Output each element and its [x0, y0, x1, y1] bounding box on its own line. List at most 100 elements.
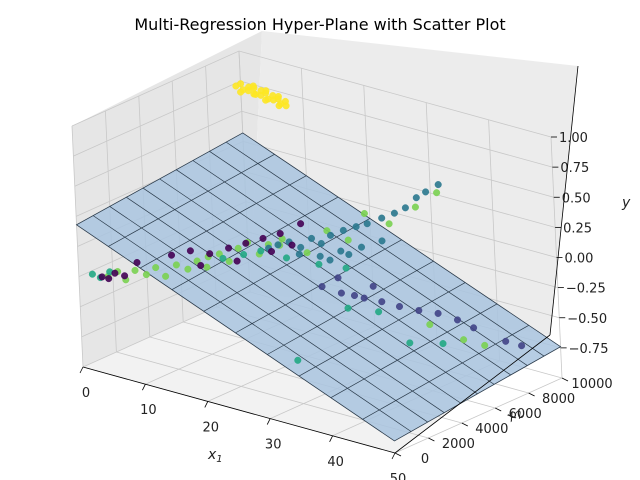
scatter-point [274, 92, 282, 100]
scatter-point [344, 236, 352, 244]
y-tick-label: −0.25 [566, 282, 606, 297]
scatter-point [288, 241, 296, 249]
scatter-point [454, 316, 462, 324]
scatter-point [518, 342, 526, 350]
x1-tick-mark [266, 418, 271, 425]
scatter-point [375, 308, 383, 316]
x1-tick-mark [391, 452, 396, 460]
scatter-point [237, 88, 245, 96]
scatter-point [282, 102, 290, 110]
scatter-point [142, 271, 150, 279]
scatter-point [186, 247, 194, 255]
plane-mesh-line [192, 160, 511, 376]
x2-tick-mark [495, 407, 502, 412]
scatter-point [274, 241, 282, 249]
scatter-point [406, 339, 414, 347]
scatter-point [167, 251, 175, 259]
x1-tick-mark [329, 435, 333, 442]
scatter-point [318, 283, 326, 291]
x2-tick-label: 4000 [475, 422, 508, 437]
x1-tick-label: 10 [140, 403, 157, 418]
x2-axis-line [394, 334, 551, 454]
scatter-point [339, 226, 347, 234]
scatter-point [249, 82, 257, 90]
scatter-point [133, 259, 141, 267]
scatter-point [105, 275, 113, 283]
scatter-point [396, 303, 404, 311]
y-tick-label: −0.75 [569, 342, 609, 357]
scatter-point [433, 189, 441, 197]
chart-title: Multi-Regression Hyper-Plane with Scatte… [134, 15, 505, 34]
scatter-point [121, 272, 129, 280]
scatter-point [326, 256, 334, 264]
x2-tick-mark [394, 452, 402, 457]
y-tick-label: 0.25 [563, 221, 592, 236]
scatter-point [203, 263, 211, 271]
scatter-point [315, 260, 323, 268]
scatter-point [206, 250, 214, 258]
scatter-point [152, 264, 160, 272]
x2-tick-mark [428, 437, 435, 442]
scatter-point [358, 243, 366, 251]
scatter-point [276, 230, 284, 238]
scatter-point [111, 269, 119, 277]
scatter-point [242, 239, 250, 247]
scatter-point [426, 321, 434, 329]
scatter-point [344, 304, 352, 312]
scatter-point [262, 96, 270, 104]
scatter-point [250, 90, 258, 98]
scatter-point [268, 247, 276, 255]
scatter-point [303, 249, 311, 257]
scatter-point [237, 80, 245, 88]
x1-tick-label: 40 [327, 455, 344, 470]
x2-tick-label: 2000 [442, 437, 475, 452]
scatter-point [378, 237, 386, 245]
y-axis-label: y [621, 195, 631, 211]
scatter-point [184, 265, 192, 273]
plane-mesh-line [298, 282, 466, 377]
scatter-point [434, 309, 442, 317]
x1-tick-mark [79, 366, 84, 374]
y-tick-label: −0.50 [567, 312, 607, 327]
scatter-point [240, 250, 248, 258]
scatter-point [323, 227, 331, 235]
scatter-point [297, 243, 305, 251]
axis-lines [82, 65, 579, 454]
scatter-point [88, 270, 96, 278]
scatter-point [360, 294, 368, 302]
plane-mesh-line [362, 324, 529, 420]
x1-tick-label: 20 [203, 420, 220, 435]
scatter-point [360, 209, 368, 217]
x1-tick-mark [204, 401, 209, 408]
scatter-point [411, 203, 419, 211]
plane-mesh-line [225, 141, 545, 357]
scatter-point [434, 181, 442, 189]
grid-line-y [71, 50, 552, 138]
scatter-point [412, 194, 420, 202]
scatter-point [439, 340, 447, 348]
scatter-point [162, 272, 170, 280]
scatter-point [378, 214, 386, 222]
scatter-point [502, 337, 510, 345]
scatter-point [297, 220, 305, 228]
scatter-point [378, 298, 386, 306]
y-tick-label: 1.00 [559, 131, 588, 146]
x2-tick-label: 0 [421, 452, 429, 467]
scatter-point [131, 266, 139, 274]
scatter-point [337, 289, 345, 297]
scatter-point [234, 244, 242, 252]
scatter-point [308, 234, 316, 242]
y-tick-label: 0.50 [562, 191, 591, 206]
scatter-point [337, 247, 345, 255]
scatter-point [283, 254, 291, 262]
scatter-point [197, 262, 205, 270]
plane-mesh-line [330, 303, 498, 399]
scatter-point [385, 220, 393, 228]
x1-tick-label: 30 [265, 438, 282, 453]
scatter-point [422, 188, 430, 196]
scatter-point [415, 307, 423, 315]
x1-axis-label: x1 [207, 447, 223, 465]
grid-line-y [74, 110, 554, 198]
